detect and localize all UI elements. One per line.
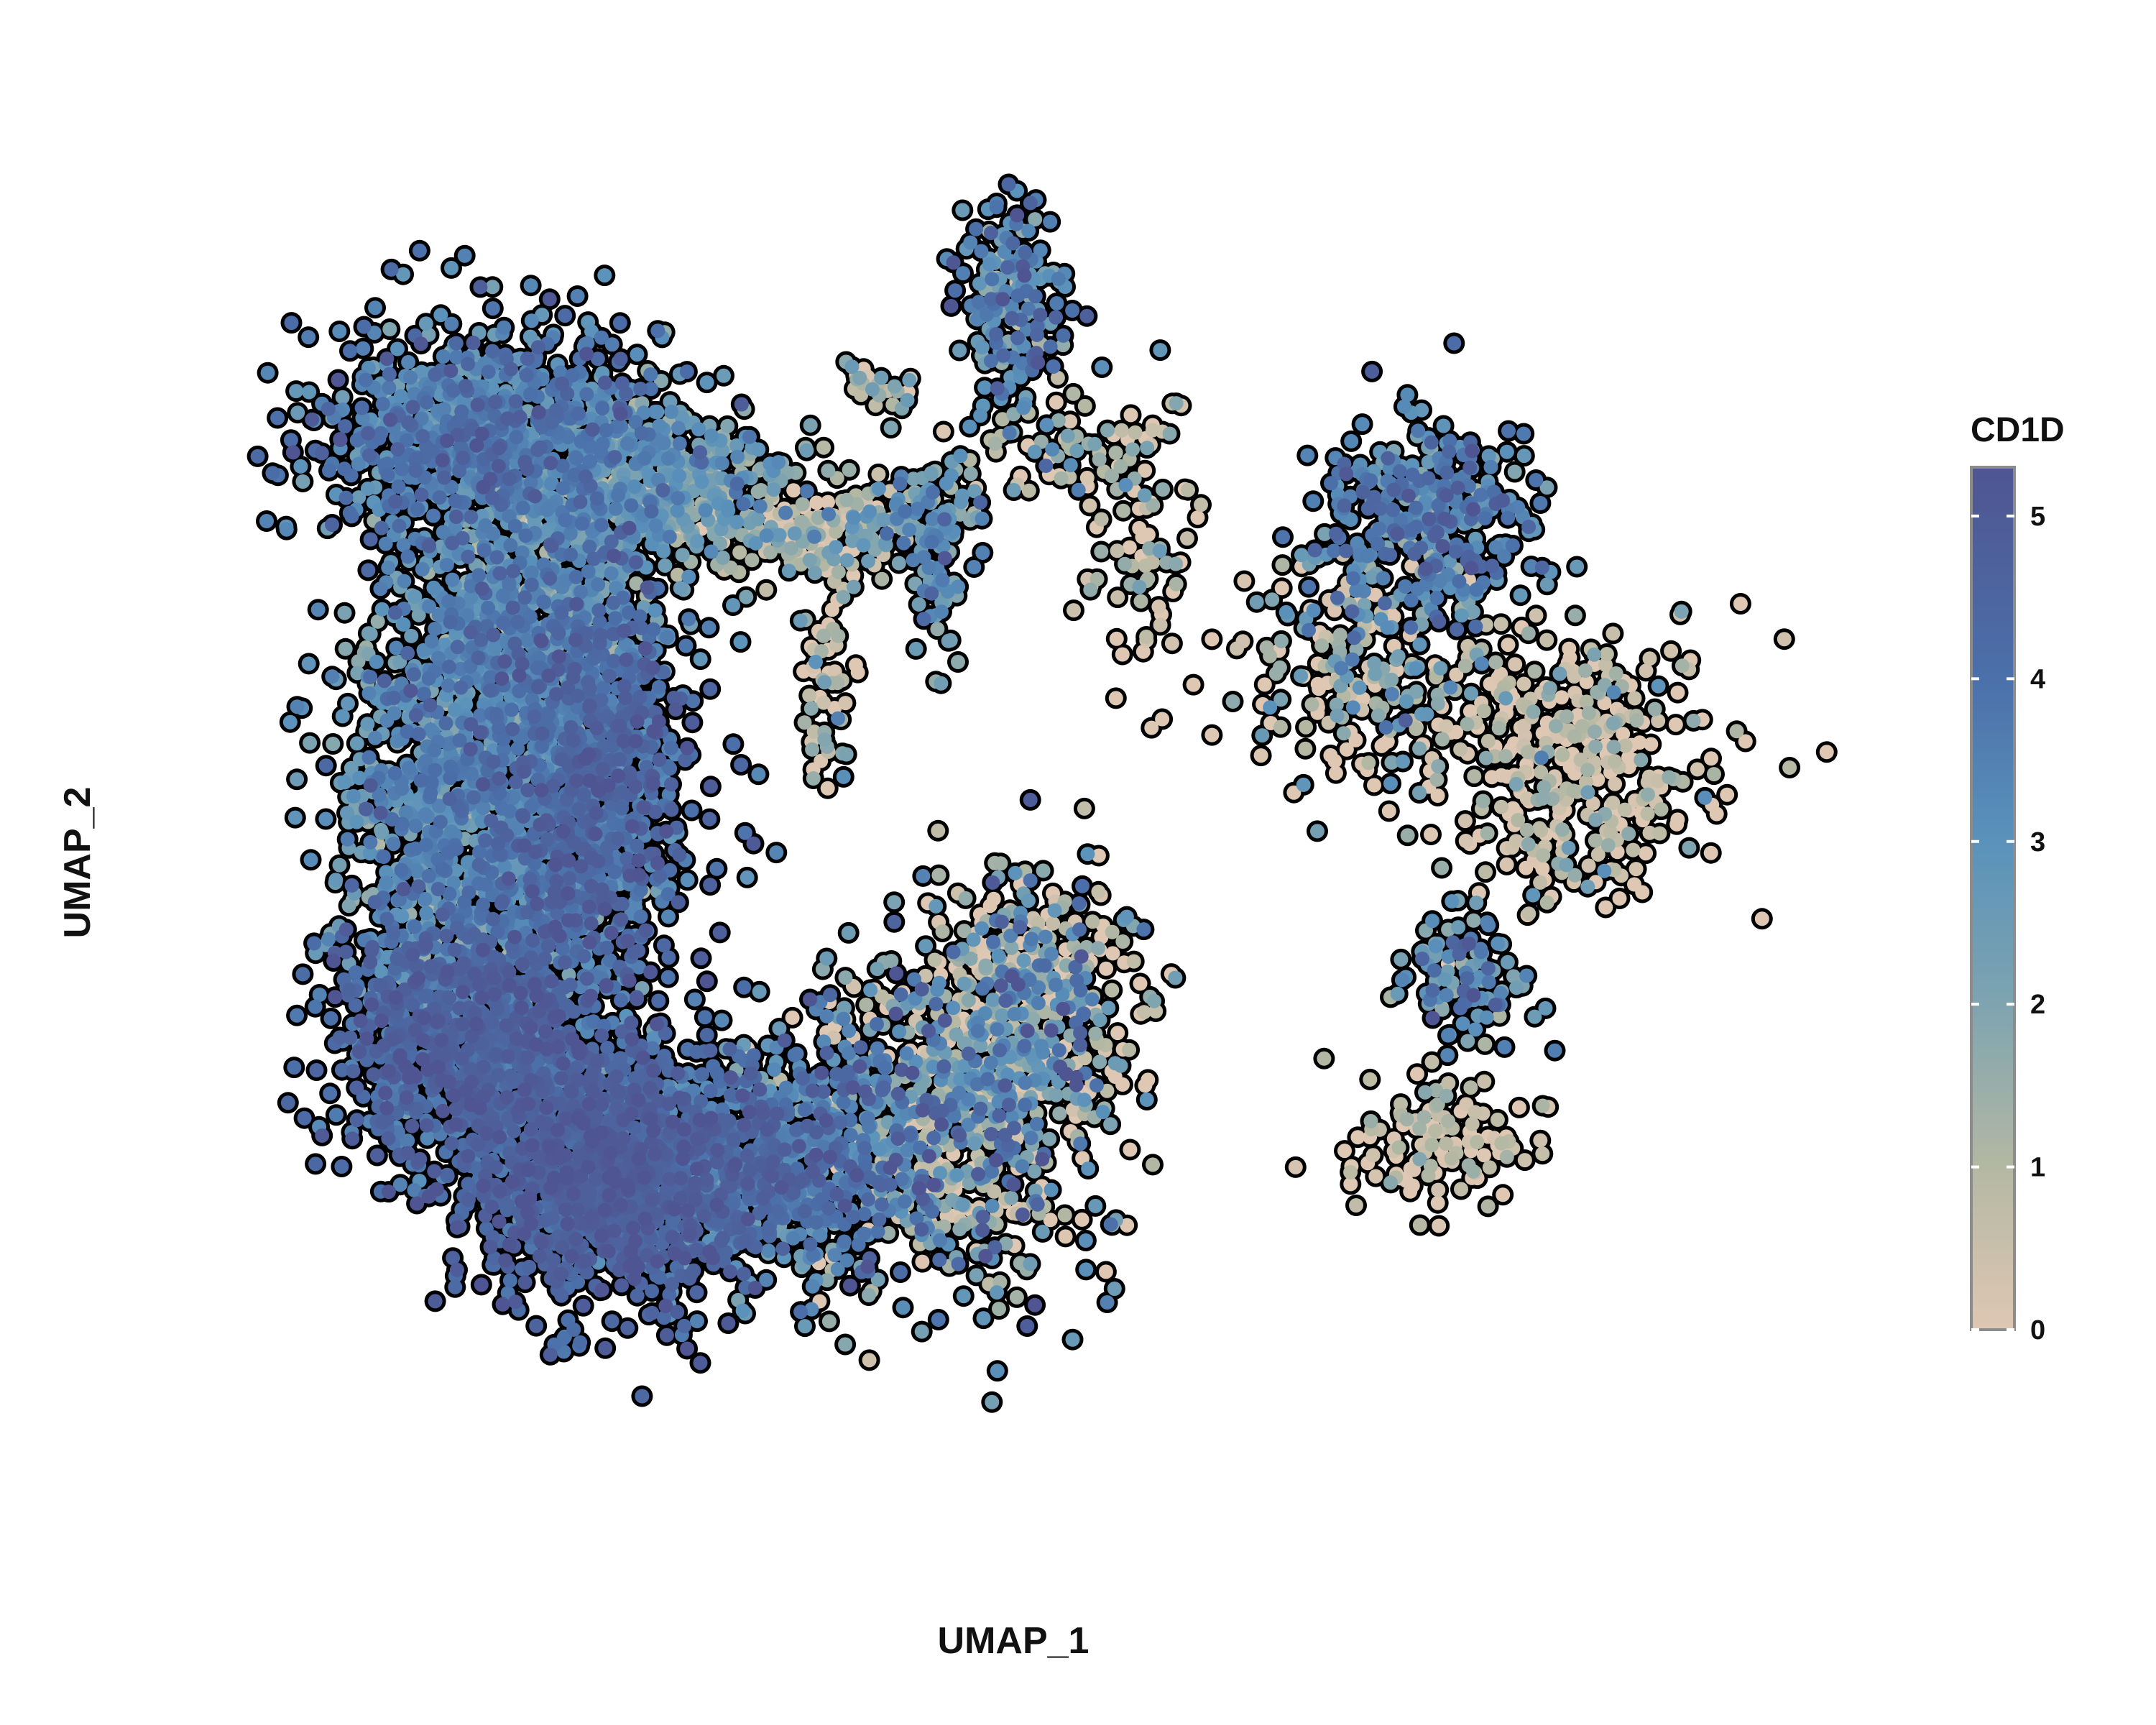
umap-feature-plot: UMAP_1 UMAP_2 CD1D 012345 bbox=[57, 173, 2065, 1662]
